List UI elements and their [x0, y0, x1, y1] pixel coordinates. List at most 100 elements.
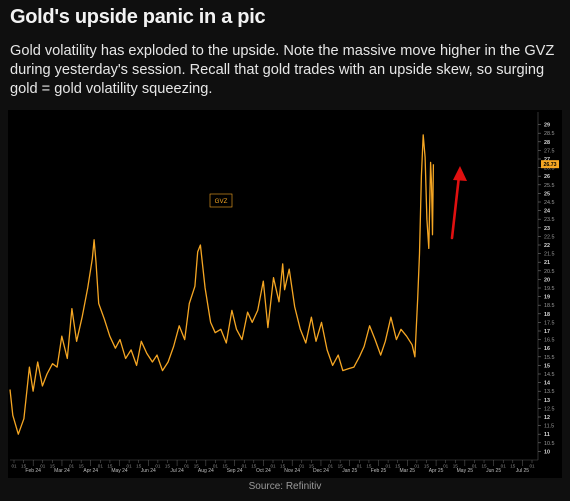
y-tick-label: 27.5	[544, 148, 555, 154]
annotation-arrow-head	[453, 166, 467, 181]
x-tick-label: 15	[21, 464, 27, 469]
x-tick-label: 15	[395, 464, 401, 469]
gvz-line-chart: 10 10.5 11 11.5 12 12.5 13 13.5 14 14.5 15 15.5 16 16…	[8, 110, 562, 478]
x-tick-label: 15	[510, 464, 516, 469]
x-tick-label: 01	[472, 464, 478, 469]
y-tick-label: 24.5	[544, 200, 555, 206]
x-tick-label: Jul 25	[516, 468, 530, 474]
series-layer	[9, 134, 435, 435]
x-tick-label: Mar 24	[54, 468, 70, 474]
y-tick-label: 26	[544, 174, 550, 180]
x-tick-label: 01	[357, 464, 363, 469]
legend-box	[209, 193, 233, 208]
x-tick-label: 15	[50, 464, 56, 469]
x-tick-label: 01	[98, 464, 104, 469]
y-tick-label: 20	[544, 277, 550, 283]
y-tick-label: 18.5	[544, 303, 555, 309]
y-tick-label: 15.5	[544, 355, 555, 361]
y-tick-label: 18	[544, 312, 550, 318]
y-tick-label: 22	[544, 243, 550, 249]
x-tick-label: Mar 25	[400, 468, 416, 474]
x-tick-label: 01	[184, 464, 190, 469]
x-tick-label: 15	[136, 464, 142, 469]
y-tick-label: 19.5	[544, 286, 555, 292]
x-tick-label: Dec 24	[313, 468, 329, 474]
y-tick-label: 28	[544, 140, 550, 146]
source-note: Source: Refinitiv	[248, 481, 322, 492]
x-tick-label: 01	[127, 464, 133, 469]
x-tick-label: 15	[251, 464, 257, 469]
legend-label-gvz: GVZ	[215, 198, 228, 205]
x-tick-label: 01	[40, 464, 46, 469]
y-tick-label: 27	[544, 157, 550, 163]
x-tick-label: 01	[299, 464, 305, 469]
series-line-gvz	[9, 134, 435, 435]
chart-area: 10 10.5 11 11.5 12 12.5 13 13.5 14 14.5 15 15.5 16 16…	[8, 110, 562, 478]
x-tick-label: 01	[69, 464, 75, 469]
x-tick-label: 01	[328, 464, 334, 469]
x-tick-label: 15	[481, 464, 487, 469]
y-tick-label: 23	[544, 226, 550, 232]
y-tick-label: 25	[544, 191, 550, 197]
x-tick-label: 15	[194, 464, 200, 469]
x-tick-label: 15	[424, 464, 430, 469]
y-tick-label: 23.5	[544, 217, 555, 223]
x-tick-label: 01	[213, 464, 219, 469]
y-tick-label: 26.5	[544, 166, 555, 172]
x-tick-label: 15	[338, 464, 344, 469]
page-subtitle: Gold volatility has exploded to the upsi…	[10, 43, 555, 97]
y-tick-label: 14.5	[544, 372, 555, 378]
y-tick-label: 11	[544, 432, 550, 438]
y-tick-label: 25.5	[544, 183, 555, 189]
y-tick-label: 10	[544, 449, 550, 455]
x-tick-label: 15	[309, 464, 315, 469]
y-tick-label: 12	[544, 415, 550, 421]
chart-background	[8, 110, 562, 478]
y-tick-label: 29	[544, 123, 550, 129]
page-title: Gold's upside panic in a pic	[10, 6, 266, 28]
annotation-layer: GVZ 26.73	[209, 160, 559, 240]
x-tick-label: Feb 25	[371, 468, 387, 474]
x-tick-label: Jan 25	[342, 468, 357, 474]
y-tick-label: 13.5	[544, 389, 555, 395]
x-tick-label: Apr 25	[429, 468, 444, 474]
y-tick-label: 21	[544, 260, 550, 266]
x-tick-label: May 25	[457, 468, 474, 474]
x-tick-label: Sep 24	[227, 468, 243, 474]
y-tick-label: 10.5	[544, 441, 555, 447]
x-tick-label: 01	[529, 464, 535, 469]
y-tick-label: 20.5	[544, 269, 555, 275]
x-tick-label: 15	[366, 464, 372, 469]
x-tick-label: 01	[501, 464, 507, 469]
y-tick-label: 14	[544, 381, 550, 387]
x-tick-label: Feb 24	[25, 468, 41, 474]
x-tick-label: Nov 24	[284, 468, 300, 474]
y-tick-label: 11.5	[544, 424, 554, 430]
y-axis: 10 10.5 11 11.5 12 12.5 13 13.5 14 14.5 15 15.5 16 16…	[537, 112, 555, 460]
y-tick-label: 17	[544, 329, 550, 335]
x-tick-label: Jun 24	[141, 468, 156, 474]
x-tick-label: 15	[79, 464, 85, 469]
last-value-tag	[541, 160, 559, 169]
y-tick-label: 16	[544, 346, 550, 352]
annotation-arrow-shaft	[450, 174, 461, 240]
x-tick-label: 01	[242, 464, 248, 469]
x-tick-label: 15	[107, 464, 113, 469]
y-tick-label: 12.5	[544, 406, 555, 412]
x-tick-label: 15	[222, 464, 228, 469]
x-tick-label: 15	[280, 464, 286, 469]
y-tick-label: 16.5	[544, 338, 555, 344]
x-tick-label: 01	[414, 464, 420, 469]
y-tick-label: 15	[544, 363, 550, 369]
x-tick-label: Jun 25	[486, 468, 501, 474]
y-tick-label: 19	[544, 295, 550, 301]
x-tick-label: 15	[165, 464, 171, 469]
last-value-label: 26.73	[544, 162, 557, 168]
y-tick-label: 28.5	[544, 131, 555, 137]
x-tick-label: Apr 24	[83, 468, 98, 474]
x-tick-label: May 24	[111, 468, 128, 474]
x-tick-label: Aug 24	[198, 468, 214, 474]
y-tick-label: 17.5	[544, 320, 555, 326]
x-tick-label: Jul 24	[170, 468, 184, 474]
x-tick-label: 01	[270, 464, 276, 469]
